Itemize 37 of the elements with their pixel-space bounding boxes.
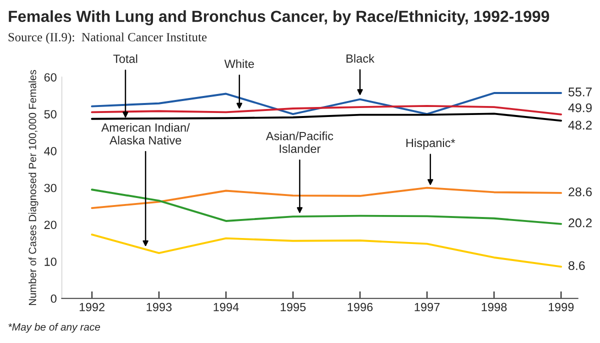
x-tick-label: 1997 — [414, 302, 440, 312]
line-series — [90, 104, 562, 116]
x-tick-label: 1999 — [548, 302, 574, 312]
x-tick-label: 1992 — [80, 302, 104, 312]
x-tick-label: 1996 — [348, 302, 373, 312]
chart-subtitle: Source (II.9): National Cancer Institute — [8, 32, 207, 44]
y-tick-label: 60 — [44, 73, 56, 82]
text: *May be of any race — [8, 323, 100, 333]
data-label: 8.6 — [568, 261, 585, 270]
y-tick-label: 40 — [44, 146, 56, 156]
line-series — [90, 92, 562, 116]
x-tick-label: 1995 — [280, 302, 306, 312]
annotation: Hispanic* — [406, 138, 456, 150]
y-tick-label: 0 — [50, 294, 56, 303]
data-label: 20.2 — [568, 218, 592, 228]
line-series — [90, 188, 562, 225]
y-tick-label: 50 — [44, 110, 56, 118]
data-label: 48.2 — [568, 120, 592, 130]
data-label: 55.7 — [568, 88, 592, 96]
annotation: American Indian/ Alaska Native — [101, 123, 190, 144]
data-label: 49.9 — [568, 103, 592, 112]
line-series — [90, 112, 562, 122]
x-tick-label: 1998 — [482, 302, 507, 312]
line-series — [90, 234, 562, 268]
annotation: White — [224, 59, 254, 68]
chart-title: Females With Lung and Bronchus Cancer, by Race/Ethnicity, 1992-1999 — [8, 10, 550, 26]
x-tick-label: 1993 — [146, 302, 172, 312]
x-tick-label: 1994 — [214, 302, 239, 312]
annotation: Black — [346, 54, 374, 63]
y-axis-title: Number of Cases Diagnosed Per 100,000 Females — [28, 70, 38, 306]
annotation: Total — [113, 54, 138, 63]
data-label: 28.6 — [568, 187, 592, 196]
y-tick-label: 30 — [44, 184, 56, 192]
y-tick-label: 20 — [44, 220, 56, 230]
line-series — [90, 186, 562, 210]
annotation: Asian/Pacific Islander — [266, 132, 334, 153]
y-tick-label: 10 — [44, 258, 56, 266]
